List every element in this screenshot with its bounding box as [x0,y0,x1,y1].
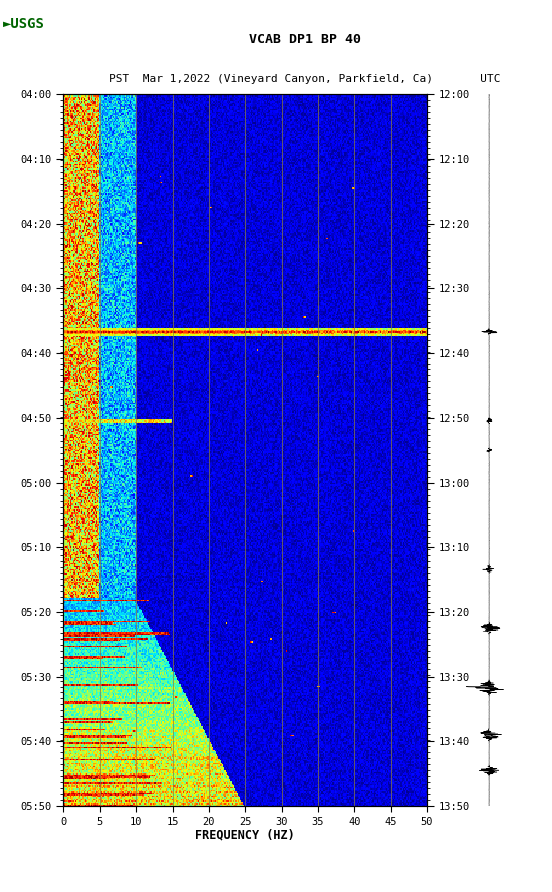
Text: FREQUENCY (HZ): FREQUENCY (HZ) [195,829,295,841]
Text: PST  Mar 1,2022 (Vineyard Canyon, Parkfield, Ca)       UTC: PST Mar 1,2022 (Vineyard Canyon, Parkfie… [109,73,501,84]
Text: ►USGS: ►USGS [3,17,45,31]
Text: VCAB DP1 BP 40: VCAB DP1 BP 40 [249,33,361,46]
